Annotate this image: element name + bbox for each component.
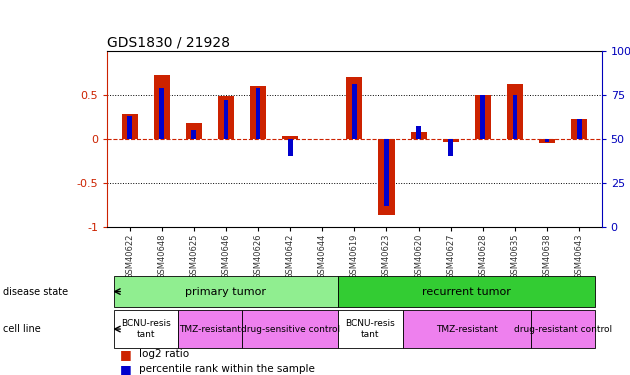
Bar xyxy=(186,123,202,139)
Bar xyxy=(282,136,298,139)
Bar xyxy=(403,310,531,348)
Bar xyxy=(576,119,581,139)
Text: TMZ-resistant: TMZ-resistant xyxy=(436,324,498,334)
Text: cell line: cell line xyxy=(3,324,41,334)
Bar xyxy=(449,139,453,156)
Text: log2 ratio: log2 ratio xyxy=(139,350,189,359)
Bar xyxy=(513,95,517,139)
Bar xyxy=(338,276,595,307)
Bar xyxy=(346,77,362,139)
Bar xyxy=(250,86,266,139)
Bar xyxy=(127,116,132,139)
Text: drug-resistant control: drug-resistant control xyxy=(514,324,612,334)
Text: ■: ■ xyxy=(120,348,132,361)
Bar xyxy=(288,139,292,156)
Bar xyxy=(531,310,595,348)
Bar xyxy=(416,126,421,139)
Bar xyxy=(384,139,389,206)
Text: BCNU-resis
tant: BCNU-resis tant xyxy=(121,320,171,339)
Text: GDS1830 / 21928: GDS1830 / 21928 xyxy=(107,36,230,50)
Bar xyxy=(242,310,338,348)
Text: drug-sensitive control: drug-sensitive control xyxy=(241,324,340,334)
Bar xyxy=(122,114,137,139)
Bar xyxy=(338,310,403,348)
Bar xyxy=(379,139,394,215)
Bar xyxy=(411,132,427,139)
Bar xyxy=(192,130,196,139)
Bar xyxy=(113,310,178,348)
Bar xyxy=(571,119,587,139)
Bar xyxy=(481,95,485,139)
Text: percentile rank within the sample: percentile rank within the sample xyxy=(139,364,314,374)
Bar xyxy=(507,84,523,139)
Bar xyxy=(159,88,164,139)
Text: BCNU-resis
tant: BCNU-resis tant xyxy=(346,320,395,339)
Bar xyxy=(218,96,234,139)
Text: disease state: disease state xyxy=(3,286,68,297)
Bar xyxy=(256,88,260,139)
Bar xyxy=(154,75,169,139)
Text: ■: ■ xyxy=(120,363,132,375)
Bar xyxy=(539,139,555,143)
Bar xyxy=(178,310,242,348)
Text: TMZ-resistant: TMZ-resistant xyxy=(179,324,241,334)
Bar xyxy=(545,139,549,142)
Text: recurrent tumor: recurrent tumor xyxy=(422,286,511,297)
Bar xyxy=(352,84,357,139)
Bar xyxy=(443,139,459,142)
Text: primary tumor: primary tumor xyxy=(185,286,266,297)
Bar xyxy=(475,95,491,139)
Bar xyxy=(113,276,338,307)
Bar xyxy=(224,100,228,139)
